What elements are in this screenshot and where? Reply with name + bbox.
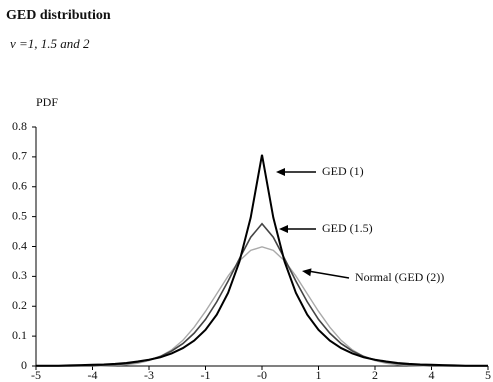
x-tick-label: -4	[88, 368, 98, 382]
chart-subtitle: ν =1, 1.5 and 2	[10, 36, 90, 51]
label-arrow	[307, 270, 350, 279]
y-tick-label: 0.4	[12, 238, 27, 252]
arrow-head	[302, 268, 312, 277]
series-line	[36, 154, 488, 367]
y-tick-label: 0	[21, 358, 27, 372]
chart-title: GED distribution	[6, 8, 111, 23]
y-tick-label: 0.8	[12, 119, 27, 133]
y-tick-label: 0.2	[12, 298, 27, 312]
arrow-head	[276, 168, 285, 176]
x-tick-label: 2	[372, 368, 378, 382]
y-tick-label: 0.3	[12, 268, 27, 282]
y-tick-label: 0.7	[12, 149, 27, 163]
series-line	[36, 222, 488, 367]
series-label: Normal (GED (2))	[355, 270, 444, 284]
x-tick-label: 4	[429, 368, 435, 382]
x-tick-label: -1	[201, 368, 211, 382]
x-tick-label: -0	[257, 368, 267, 382]
series-line	[36, 246, 488, 367]
y-tick-label: 0.6	[12, 179, 27, 193]
x-tick-label: 5	[485, 368, 491, 382]
series-label: GED (1)	[322, 164, 364, 178]
x-tick-label: 1	[316, 368, 322, 382]
series-label: GED (1.5)	[322, 221, 373, 235]
y-tick-label: 0.5	[12, 208, 27, 222]
x-tick-label: -5	[31, 368, 41, 382]
x-tick-label: -3	[144, 368, 154, 382]
y-axis-label: PDF	[36, 95, 58, 109]
y-tick-label: 0.1	[12, 328, 27, 342]
arrow-head	[279, 225, 288, 233]
